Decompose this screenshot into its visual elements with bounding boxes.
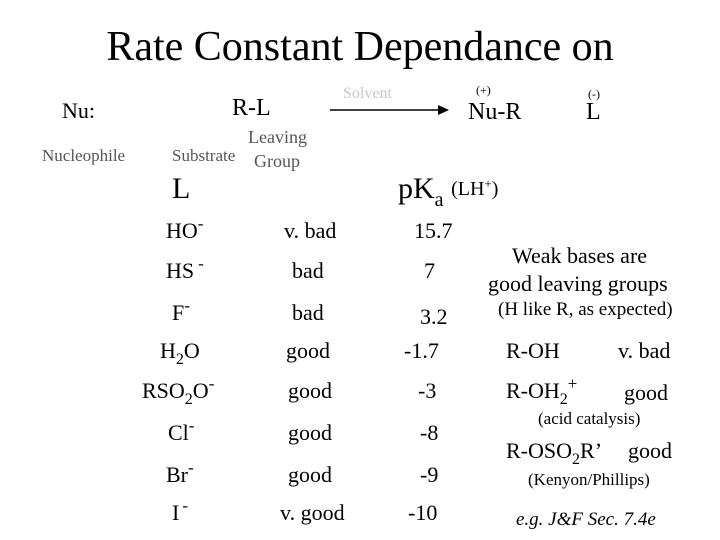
table-row-rating: v. bad [284,218,337,243]
l-product-label: L [586,99,601,125]
table-row-pka: -3 [418,378,437,403]
table-row-pka: -8 [420,420,439,445]
plus-charge-label: (+) [476,83,491,97]
note-roso2r: R-OSO2R’ [506,438,603,468]
substrate-label: Substrate [172,146,236,165]
nu-label: Nu: [62,98,95,123]
table-row-rating: good [288,420,332,445]
minus-charge-label: (-) [588,87,600,101]
table-row-group: I- [172,496,188,525]
page-title: Rate Constant Dependance on [106,24,614,70]
rl-label: R-L [232,95,271,121]
table-row-rating: good [288,462,332,487]
table-row-pka: 3.2 [420,304,448,329]
table-row-pka: -1.7 [404,338,439,363]
group-label: Group [254,151,300,171]
table-row-group: F- [172,296,190,325]
table-row-group: HO- [166,214,204,243]
pka-column-header: pKa (LH+) [398,172,499,211]
table-row-group: H2O [160,338,200,368]
table-row-pka: 15.7 [414,218,453,243]
note-weak-bases-line-1: Weak bases are [512,243,648,268]
note-roh-rating: v. bad [618,338,671,363]
table-row-rating: bad [292,300,324,325]
note-roso2r-rating: good [628,438,672,463]
table-row-rating: bad [292,258,324,283]
nur-label: Nu-R [468,99,522,125]
table-row-group: RSO2O- [142,374,215,408]
note-reference: e.g. J&F Sec. 7.4e [516,509,656,530]
table-row-rating: good [286,338,330,363]
solvent-label: Solvent [343,85,392,102]
note-roh2-rating: good [624,380,668,405]
note-h-like-r: (H like R, as expected) [498,299,673,320]
table-row-pka: -9 [420,462,439,487]
note-roh: R-OH [506,338,560,363]
table-row-group: HS - [166,254,204,283]
reaction-arrow-icon [330,105,449,115]
note-kenyon-phillips: (Kenyon/Phillips) [528,470,650,489]
table-row-pka: -10 [408,500,438,525]
nucleophile-label: Nucleophile [42,146,126,165]
table-row-rating: good [288,378,332,403]
note-roh2: R-OH2+ [506,374,578,408]
table-row-group: Br- [166,458,194,487]
l-column-header: L [172,172,191,205]
table-row-pka: 7 [424,258,435,283]
note-acid-catalysis: (acid catalysis) [538,409,641,428]
note-weak-bases-line-2: good leaving groups [488,271,668,296]
leaving-label: Leaving [248,127,307,147]
table-row-group: Cl- [168,416,195,445]
table-row-rating: v. good [280,500,345,525]
